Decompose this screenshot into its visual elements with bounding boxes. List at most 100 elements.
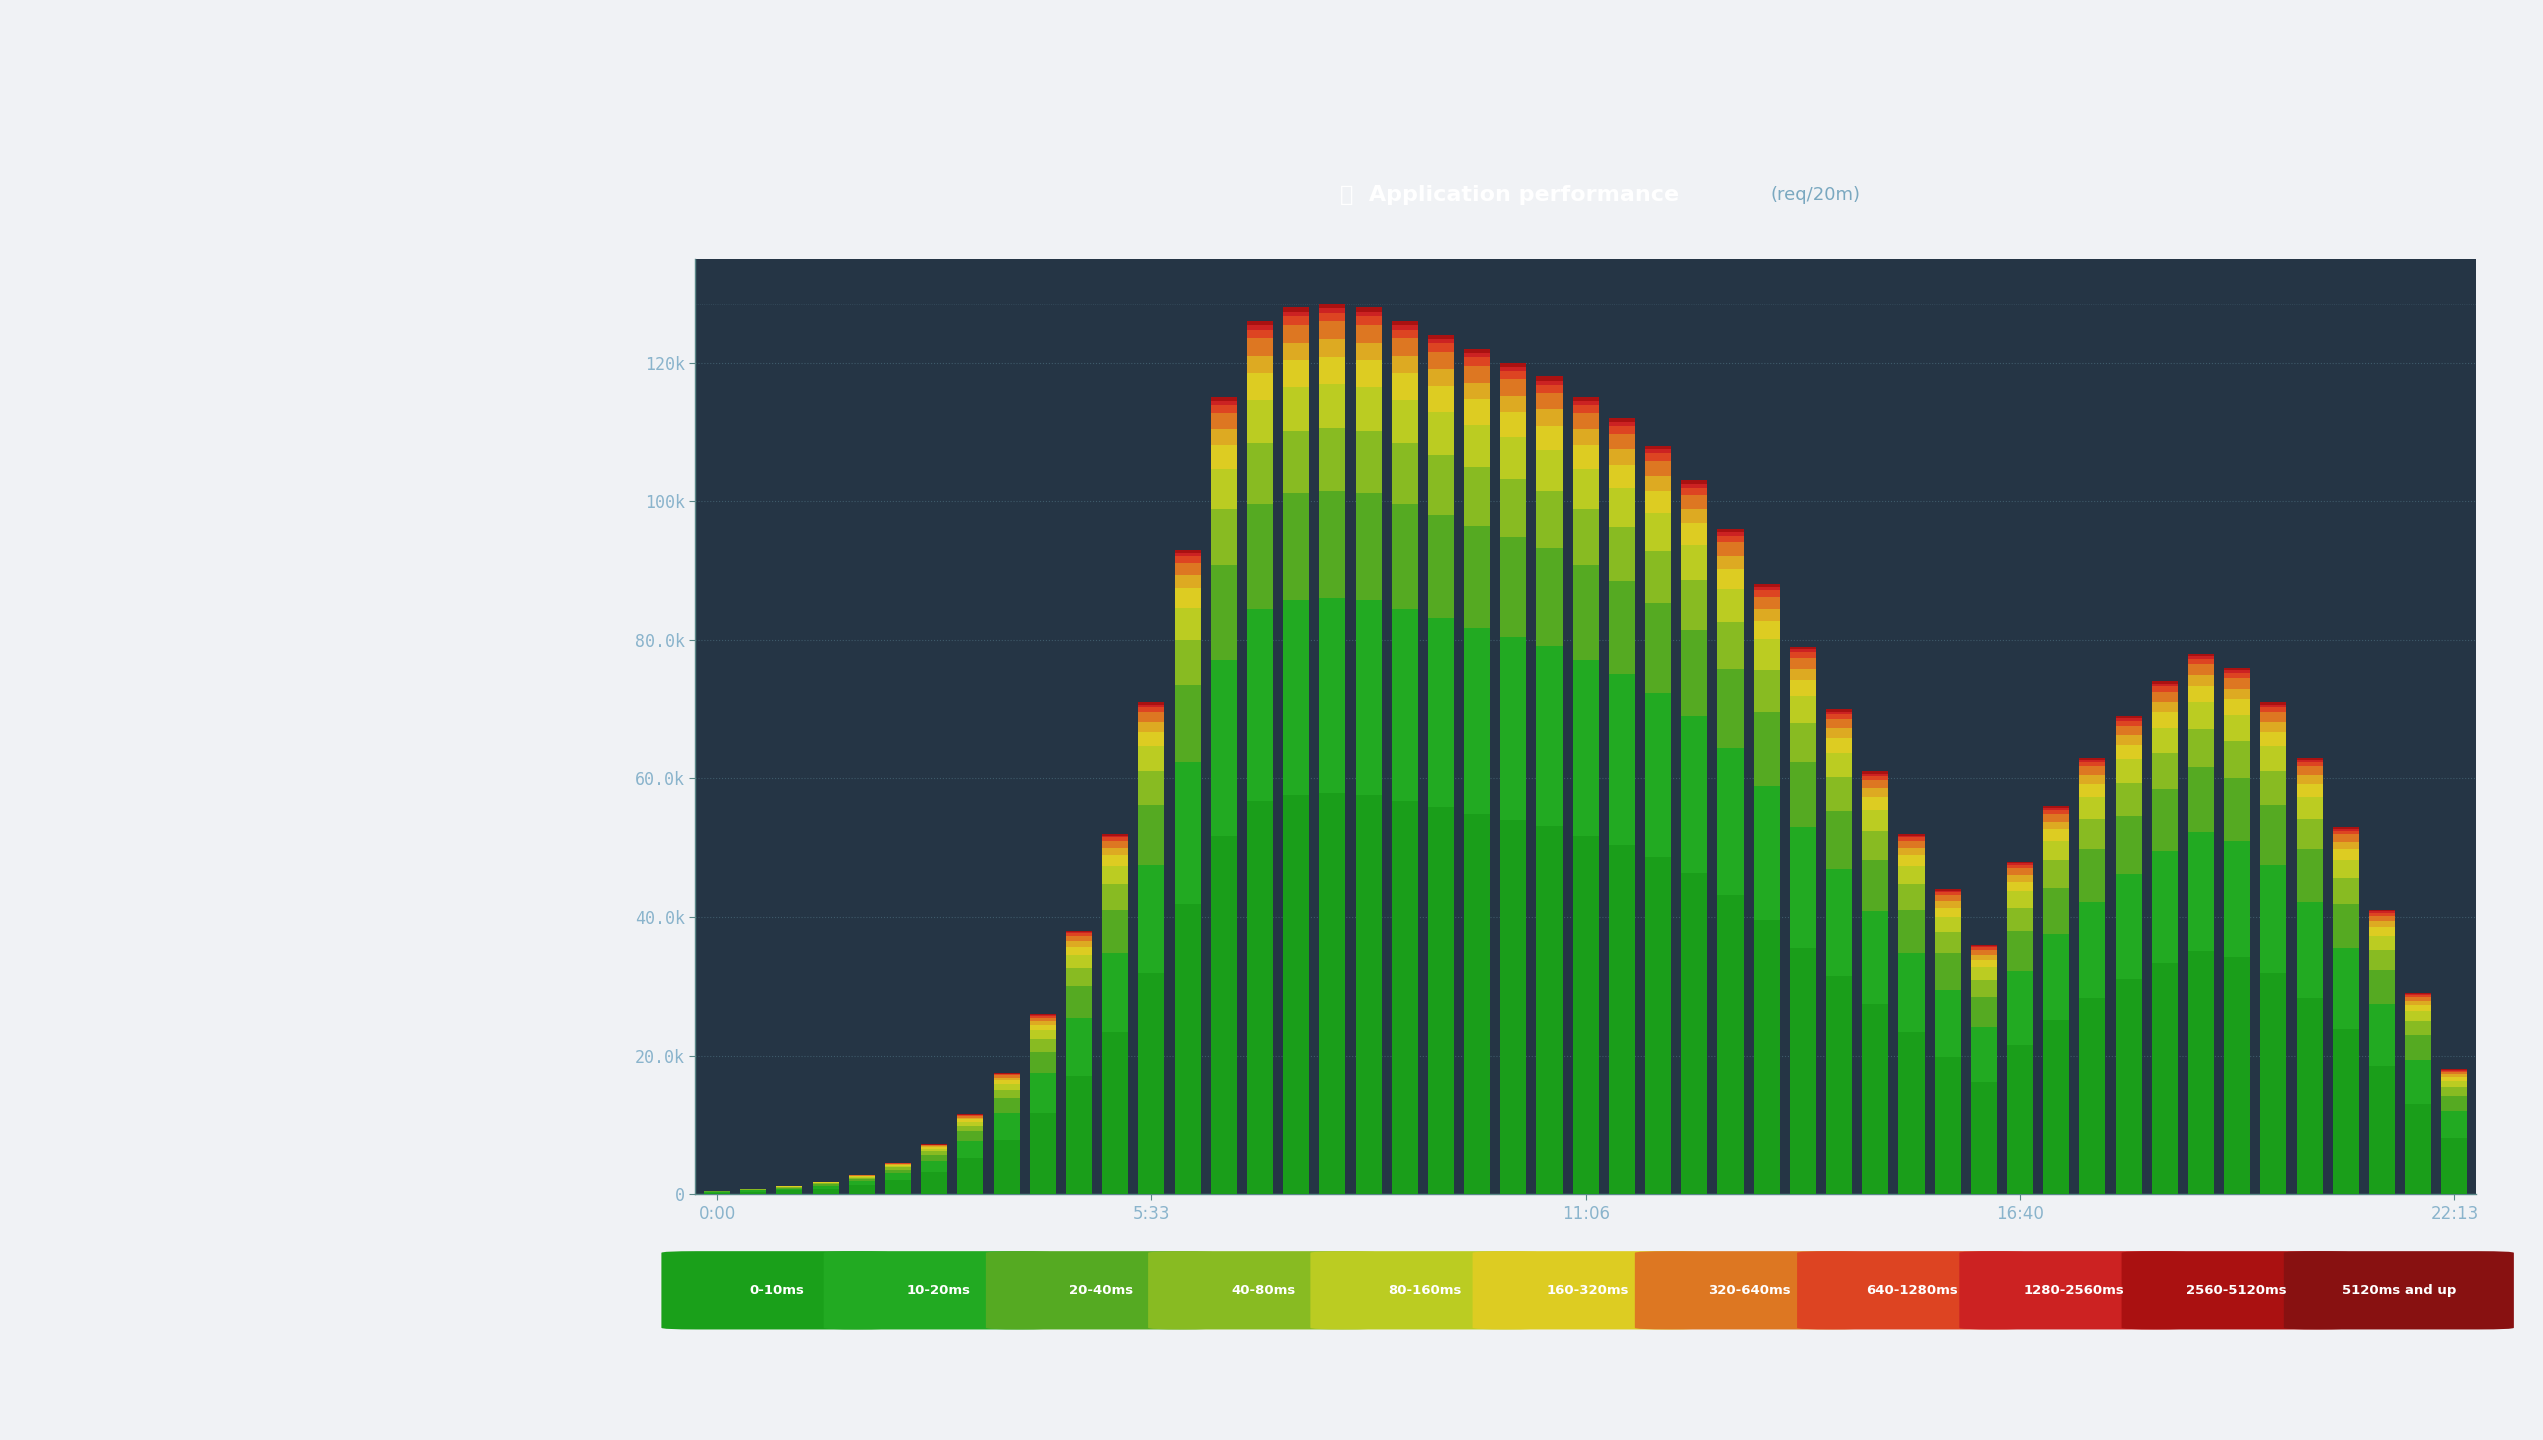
Bar <box>1355 360 1381 387</box>
Bar <box>2441 1087 2467 1096</box>
Bar <box>1101 884 1129 910</box>
Bar <box>1826 976 1851 1194</box>
Bar <box>1900 1032 1925 1194</box>
Bar <box>2116 744 2141 759</box>
Bar <box>1861 772 1889 773</box>
Bar <box>2225 688 2251 698</box>
Text: (req/20m): (req/20m) <box>1770 186 1861 203</box>
Bar <box>1790 668 1816 680</box>
Bar <box>2042 829 2070 841</box>
Bar <box>2080 775 2106 783</box>
Bar <box>1030 1018 1055 1021</box>
Bar <box>2332 948 2360 1030</box>
Bar <box>849 1185 875 1194</box>
Bar <box>1030 1113 1055 1194</box>
Bar <box>2080 998 2106 1194</box>
Bar <box>1246 444 1274 504</box>
Bar <box>1935 891 1961 893</box>
Bar <box>1572 402 1600 405</box>
Bar <box>2332 860 2360 878</box>
Bar <box>1320 357 1345 384</box>
Bar <box>1429 336 1455 340</box>
Bar <box>2080 819 2106 850</box>
Bar <box>1645 491 1671 513</box>
Bar <box>1971 955 1996 959</box>
Bar <box>1681 484 1706 488</box>
Bar <box>1429 516 1455 618</box>
Bar <box>994 1139 1020 1194</box>
Bar <box>1900 867 1925 884</box>
Bar <box>1681 523 1706 544</box>
Bar <box>1681 544 1706 580</box>
Bar <box>1645 461 1671 475</box>
Text: ⏱  Application performance: ⏱ Application performance <box>1340 184 1678 204</box>
Bar <box>1536 647 1561 827</box>
Bar <box>956 1122 984 1126</box>
Bar <box>1320 304 1345 308</box>
Bar <box>1284 311 1310 315</box>
Text: 5120ms and up: 5120ms and up <box>2342 1284 2457 1297</box>
Bar <box>1139 770 1165 805</box>
Bar <box>2187 685 2215 703</box>
Bar <box>2042 887 2070 935</box>
Bar <box>1645 454 1671 461</box>
Bar <box>2370 1004 2396 1067</box>
Bar <box>1066 933 1091 936</box>
Bar <box>2441 1110 2467 1138</box>
Bar <box>2006 881 2032 891</box>
Bar <box>1572 660 1600 835</box>
Bar <box>1500 372 1526 379</box>
Bar <box>1210 402 1236 405</box>
Bar <box>1284 795 1310 1194</box>
Bar <box>1536 384 1561 393</box>
Bar <box>1681 481 1706 484</box>
Bar <box>2296 760 2322 762</box>
Bar <box>1861 780 1889 788</box>
Bar <box>1935 893 1961 896</box>
Bar <box>2116 816 2141 874</box>
Bar <box>1971 950 1996 955</box>
Bar <box>1101 953 1129 1032</box>
Bar <box>1755 590 1780 596</box>
Bar <box>994 1076 1020 1077</box>
Bar <box>2225 670 2251 672</box>
Bar <box>1139 973 1165 1194</box>
Bar <box>994 1080 1020 1084</box>
Bar <box>2187 729 2215 768</box>
Bar <box>1971 968 1996 979</box>
Bar <box>2006 863 2032 865</box>
Bar <box>2042 841 2070 861</box>
Bar <box>1284 387 1310 432</box>
Bar <box>1610 426 1635 433</box>
Text: 1280-2560ms: 1280-2560ms <box>2024 1284 2126 1297</box>
Bar <box>2332 904 2360 948</box>
Bar <box>1066 1076 1091 1194</box>
Bar <box>1066 955 1091 968</box>
Bar <box>2261 864 2286 973</box>
Bar <box>1246 356 1274 373</box>
Bar <box>1030 1025 1055 1030</box>
Bar <box>1755 920 1780 1194</box>
Bar <box>1645 446 1671 449</box>
Bar <box>2332 834 2360 841</box>
Bar <box>1717 543 1744 556</box>
Bar <box>1355 494 1381 600</box>
Bar <box>1755 596 1780 609</box>
Bar <box>1610 422 1635 426</box>
Bar <box>1861 912 1889 1004</box>
Bar <box>1101 1032 1129 1194</box>
Bar <box>1465 425 1490 467</box>
Bar <box>1572 564 1600 660</box>
Bar <box>1900 835 1925 838</box>
Bar <box>1355 432 1381 494</box>
Bar <box>2042 935 2070 1020</box>
Bar <box>1717 528 1744 533</box>
Text: 2560-5120ms: 2560-5120ms <box>2187 1284 2286 1297</box>
Bar <box>2151 684 2177 687</box>
FancyBboxPatch shape <box>1147 1251 1378 1329</box>
Bar <box>1139 703 1165 704</box>
Bar <box>2006 876 2032 881</box>
Bar <box>2296 819 2322 850</box>
Bar <box>1391 609 1419 801</box>
Bar <box>1429 369 1455 386</box>
